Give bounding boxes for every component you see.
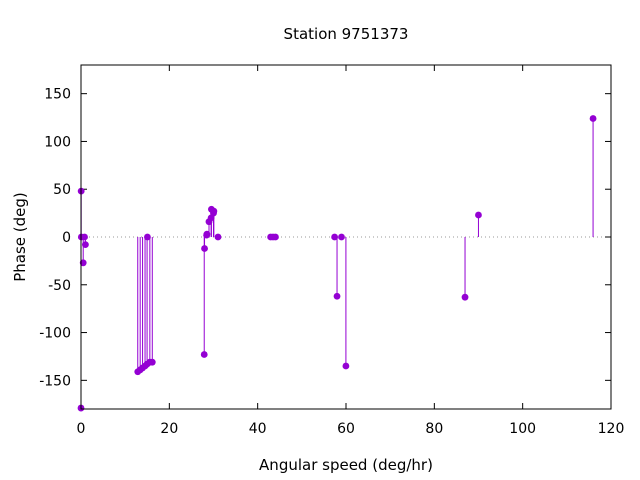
data-point <box>214 233 222 241</box>
plot-area: 0 20 40 60 80 100 120 -150 -100 -50 0 50 100 150 <box>39 64 625 437</box>
chart-title: Station 9751373 <box>284 25 409 43</box>
data-point <box>589 115 597 122</box>
x-tick-label: 20 <box>160 421 178 437</box>
y-tick-label: 150 <box>44 87 71 103</box>
y-tick-label: -100 <box>39 326 71 342</box>
y-tick-label: -150 <box>39 373 71 389</box>
x-tick-label: 0 <box>77 421 86 437</box>
data-point <box>333 292 341 300</box>
y-axis-title: Phase (deg) <box>11 192 29 282</box>
data-point <box>201 245 208 252</box>
data-point <box>342 362 350 370</box>
data-point <box>272 233 279 241</box>
data-point <box>331 233 339 241</box>
data-point <box>200 351 208 358</box>
data-point <box>79 259 87 267</box>
x-tick-label: 80 <box>425 421 443 437</box>
x-tick-label: 120 <box>598 421 625 437</box>
data-point <box>82 241 89 249</box>
data-point <box>203 230 211 238</box>
data-point <box>81 233 88 241</box>
data-point <box>461 293 469 301</box>
data-point <box>210 207 218 215</box>
data-point <box>148 358 156 366</box>
data-point <box>144 233 151 241</box>
y-tick-label: 50 <box>53 182 71 198</box>
x-tick-label: 40 <box>249 421 267 437</box>
data-point <box>475 211 482 219</box>
y-tick-label: 0 <box>62 230 71 246</box>
x-tick-label: 60 <box>337 421 355 437</box>
x-tick-label: 100 <box>509 421 536 437</box>
data-point <box>338 233 345 241</box>
x-axis-title: Angular speed (deg/hr) <box>259 456 433 474</box>
y-tick-label: -50 <box>48 278 71 294</box>
y-tick-label: 100 <box>44 134 71 150</box>
plot-frame <box>80 64 612 410</box>
